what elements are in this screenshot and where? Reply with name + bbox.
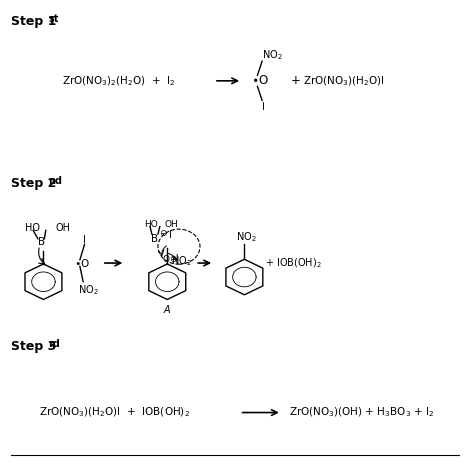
Text: O$\ominus$: O$\ominus$ (162, 253, 177, 264)
Text: + IOB(OH)$_2$: + IOB(OH)$_2$ (265, 256, 322, 270)
Text: B: B (151, 234, 158, 244)
Text: NO$_2$: NO$_2$ (237, 230, 257, 244)
Text: $\ominus$: $\ominus$ (159, 227, 168, 238)
Text: NO$_2$: NO$_2$ (171, 254, 191, 267)
Text: A: A (164, 305, 171, 315)
Text: ZrO(NO$_3$)(H$_2$O)I: ZrO(NO$_3$)(H$_2$O)I (303, 74, 384, 87)
Text: NO$_2$: NO$_2$ (262, 48, 283, 62)
Text: B: B (37, 237, 45, 247)
Text: ZrO(NO$_3$)$_2$(H$_2$O)  +  I$_2$: ZrO(NO$_3$)$_2$(H$_2$O) + I$_2$ (62, 74, 176, 87)
Text: nd: nd (48, 176, 62, 186)
Text: HO: HO (144, 220, 158, 229)
Text: rd: rd (48, 339, 60, 349)
Text: Step 2: Step 2 (11, 177, 56, 189)
Text: $\bullet$O: $\bullet$O (251, 74, 269, 87)
Text: Step 3: Step 3 (11, 340, 56, 353)
Text: I: I (262, 102, 265, 111)
Text: OH: OH (164, 220, 178, 229)
Text: Step 1: Step 1 (11, 16, 56, 28)
Text: I: I (169, 230, 172, 240)
Text: I: I (83, 235, 86, 245)
Text: HO: HO (25, 223, 40, 233)
Text: st: st (48, 15, 58, 24)
Text: ZrO(NO$_3$)(H$_2$O)I  +  IOB(OH)$_2$: ZrO(NO$_3$)(H$_2$O)I + IOB(OH)$_2$ (39, 406, 190, 419)
Text: +: + (291, 74, 301, 87)
Text: $\bullet$O: $\bullet$O (74, 257, 90, 269)
Text: ZrO(NO$_3$)(OH) + H$_3$BO$_3$ + I$_2$: ZrO(NO$_3$)(OH) + H$_3$BO$_3$ + I$_2$ (289, 406, 434, 419)
Text: NO$_2$: NO$_2$ (79, 283, 99, 297)
Text: OH: OH (55, 223, 70, 233)
